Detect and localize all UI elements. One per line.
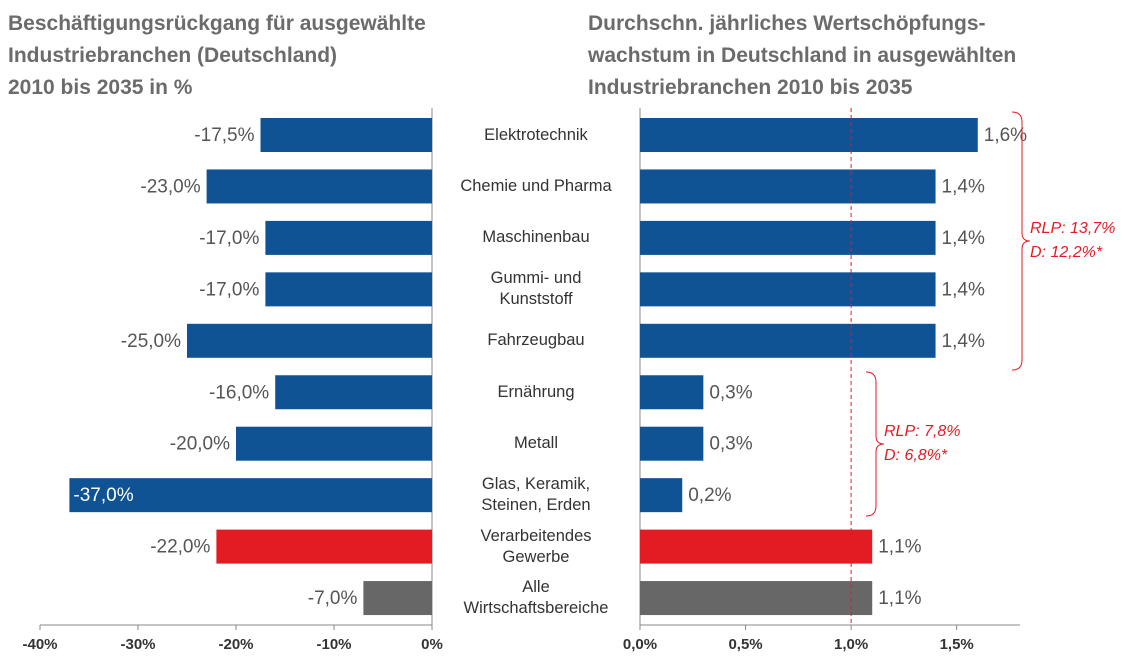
bar xyxy=(640,118,978,152)
annotation: RLP: 13,7% xyxy=(1030,220,1115,237)
category-label: Glas, Keramik, Steinen, Erden xyxy=(481,475,591,515)
value-label: -20,0% xyxy=(170,434,230,455)
bar xyxy=(640,529,873,564)
bar xyxy=(260,118,432,152)
value-label: -17,0% xyxy=(199,279,259,300)
bar xyxy=(363,581,432,616)
x-tick-label: 0,5% xyxy=(728,636,762,653)
x-tick-label: -40% xyxy=(22,636,57,653)
value-label: 0,3% xyxy=(709,434,752,455)
value-label: 1,4% xyxy=(942,279,985,300)
value-label: -23,0% xyxy=(140,176,200,197)
bar xyxy=(640,220,936,255)
bar xyxy=(265,220,432,255)
bar xyxy=(275,375,432,410)
value-label: 1,1% xyxy=(878,588,921,609)
x-tick-label: 1,0% xyxy=(834,636,868,653)
value-label: 1,4% xyxy=(942,176,985,197)
category-label: Fahrzeugbau xyxy=(487,331,585,350)
value-label: -37,0% xyxy=(73,485,133,506)
value-label: 1,1% xyxy=(878,537,921,558)
x-tick-label: -20% xyxy=(218,636,253,653)
value-label: -25,0% xyxy=(121,331,181,352)
x-tick-label: 1,5% xyxy=(940,636,974,653)
value-label: -17,5% xyxy=(194,125,254,146)
value-label: -16,0% xyxy=(209,382,269,403)
bar xyxy=(236,426,432,461)
bar xyxy=(187,323,432,358)
value-label: 1,4% xyxy=(942,331,985,352)
x-tick-label: 0,0% xyxy=(623,636,657,653)
bar xyxy=(640,581,873,616)
value-label: 1,6% xyxy=(984,125,1027,146)
bar xyxy=(640,426,704,461)
category-label: Elektrotechnik xyxy=(484,125,588,144)
bar xyxy=(640,478,683,513)
annotation: D: 6,8%* xyxy=(884,447,948,464)
annotation: D: 12,2%* xyxy=(1030,244,1103,261)
x-tick-label: -10% xyxy=(316,636,351,653)
brace xyxy=(865,371,885,517)
bar xyxy=(265,272,432,307)
chart-title: Beschäftigungsrückgang für ausgewählte I… xyxy=(8,12,426,99)
brace xyxy=(1011,111,1031,371)
value-label: 0,3% xyxy=(709,382,752,403)
category-label: Chemie und Pharma xyxy=(460,176,612,195)
category-label: Maschinenbau xyxy=(482,228,590,247)
bar xyxy=(640,375,704,410)
category-label: Alle Wirtschaftsbereiche xyxy=(463,578,609,618)
category-label: Ernährung xyxy=(497,382,575,401)
x-tick-label: 0% xyxy=(421,636,443,653)
value-label: -17,0% xyxy=(199,228,259,249)
category-label: Gummi- und Kunststoff xyxy=(490,269,582,309)
value-label: -7,0% xyxy=(308,588,358,609)
bar xyxy=(640,323,936,358)
value-label: 0,2% xyxy=(688,485,731,506)
value-label: 1,4% xyxy=(942,228,985,249)
category-label: Metall xyxy=(513,434,558,453)
bar xyxy=(640,169,936,204)
bar xyxy=(206,169,432,204)
annotation: RLP: 7,8% xyxy=(884,423,960,440)
chart-title: Durchschn. jährliches Wertschöpfungs- wa… xyxy=(588,12,1017,99)
x-tick-label: -30% xyxy=(120,636,155,653)
bar xyxy=(216,529,432,564)
bar xyxy=(69,478,433,513)
bar xyxy=(640,272,936,307)
value-label: -22,0% xyxy=(150,537,210,558)
category-label: Verarbeitendes Gewerbe xyxy=(480,526,592,566)
